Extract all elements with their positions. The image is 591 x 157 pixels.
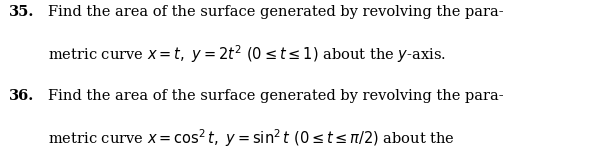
Text: metric curve $x = \cos^2 t,\ y = \sin^2 t\ (0 \leq t \leq \pi/2)$ about the: metric curve $x = \cos^2 t,\ y = \sin^2 … xyxy=(48,127,455,149)
Text: Find the area of the surface generated by revolving the para-: Find the area of the surface generated b… xyxy=(48,5,504,19)
Text: 36.: 36. xyxy=(9,89,34,103)
Text: 35.: 35. xyxy=(9,5,34,19)
Text: Find the area of the surface generated by revolving the para-: Find the area of the surface generated b… xyxy=(48,89,504,103)
Text: metric curve $x = t,\ y = 2t^2\ (0 \leq t \leq 1)$ about the $y$-axis.: metric curve $x = t,\ y = 2t^2\ (0 \leq … xyxy=(48,43,446,65)
